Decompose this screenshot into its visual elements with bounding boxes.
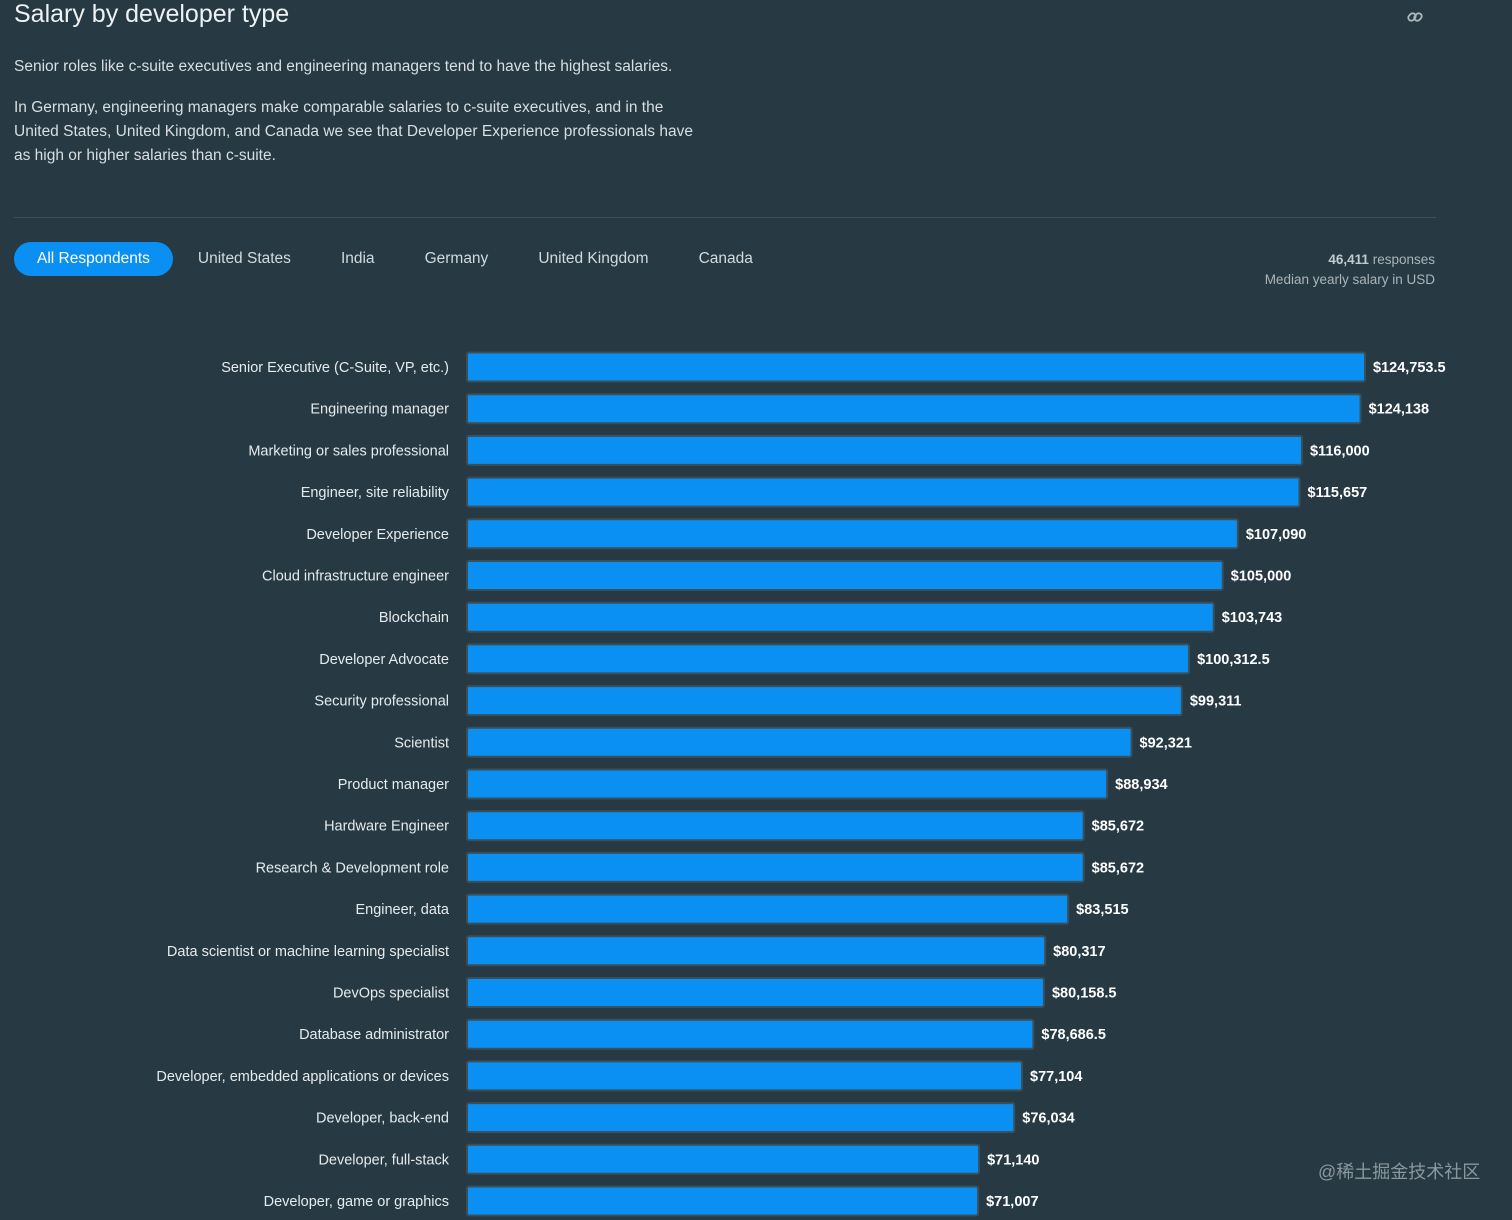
value-label: $76,034 [1022,1111,1074,1127]
intro-paragraph: Senior roles like c-suite executives and… [14,58,673,75]
link-icon-graphic [1407,12,1423,22]
salary-bar[interactable] [466,1060,1024,1092]
category-label: Marketing or sales professional [248,443,449,459]
category-label: Developer, back-end [316,1111,449,1127]
chart-subtitle: Median yearly salary in USD [1264,272,1435,287]
category-label: Research & Development role [256,860,449,876]
category-label: Product manager [338,777,449,793]
tab-canada[interactable]: Canada [698,250,753,267]
category-label: Scientist [394,735,449,751]
value-label: $124,753.5 [1373,360,1446,376]
value-label: $116,000 [1310,443,1370,459]
category-label: Hardware Engineer [324,819,449,835]
value-label: $100,312.5 [1197,652,1270,668]
category-label: Engineering manager [310,402,449,418]
salary-bar[interactable] [466,560,1224,591]
value-label: $105,000 [1231,569,1291,585]
value-label: $103,743 [1222,610,1282,626]
value-label: $115,657 [1308,485,1368,501]
salary-bar[interactable] [466,977,1045,1008]
value-label: $85,672 [1092,860,1144,876]
value-label: $88,934 [1115,777,1167,793]
chart-meta: 46,411 responses Median yearly salary in… [1265,250,1435,290]
category-label: Blockchain [379,610,449,626]
value-label: $83,515 [1076,902,1128,918]
value-label: $78,686.5 [1041,1027,1106,1043]
detail-paragraph: In Germany, engineering managers make co… [14,99,693,164]
salary-bar[interactable] [466,1143,981,1175]
responses-count: 46,411 [1328,252,1369,267]
value-label: $71,140 [987,1152,1039,1168]
value-label: $107,090 [1246,527,1306,543]
salary-bar[interactable] [466,726,1133,758]
category-label: Security professional [314,694,449,710]
salary-bar[interactable] [466,893,1070,925]
category-label: Cloud infrastructure engineer [262,569,449,585]
salary-bar[interactable] [466,1018,1035,1050]
tab-germany[interactable]: Germany [424,250,489,267]
divider [14,217,1436,218]
tab-united-states[interactable]: United States [197,250,291,267]
category-label: Developer Experience [306,527,449,543]
category-label: Developer, game or graphics [264,1194,449,1210]
salary-bar[interactable] [466,810,1085,842]
salary-bar[interactable] [466,1102,1016,1134]
category-label: Developer, full-stack [318,1152,449,1168]
page-title: Salary by developer type [14,0,290,28]
salary-bar[interactable] [466,434,1303,466]
category-label: DevOps specialist [333,986,449,1002]
value-label: $71,007 [986,1194,1038,1210]
value-label: $85,672 [1092,819,1144,835]
value-label: $99,311 [1190,694,1242,710]
country-tabs: All Respondents United States India Germ… [14,242,778,276]
salary-bar[interactable] [466,1185,980,1217]
value-label: $77,104 [1030,1069,1082,1085]
category-label: Engineer, data [355,902,449,918]
watermark: @稀土掘金技术社区 [1318,1162,1481,1182]
tab-all-respondents[interactable]: All Respondents [14,242,173,276]
responses-label: responses [1372,252,1435,267]
salary-bar[interactable] [466,351,1366,383]
category-label: Data scientist or machine learning speci… [167,944,449,960]
salary-bar[interactable] [466,393,1362,425]
salary-bar[interactable] [466,685,1183,717]
category-label: Engineer, site reliability [301,485,450,501]
tab-india[interactable]: India [340,250,375,267]
salary-bar[interactable] [466,851,1085,883]
salary-bar[interactable] [466,643,1191,675]
salary-bar[interactable] [466,476,1301,508]
value-label: $124,138 [1369,402,1429,418]
salary-bar[interactable] [466,935,1047,967]
salary-bar-chart: Senior Executive (C-Suite, VP, etc.) $124… [156,351,1446,1217]
value-label: $92,321 [1140,735,1192,751]
value-label: $80,317 [1053,944,1105,960]
category-label: Senior Executive (C-Suite, VP, etc.) [221,360,449,376]
salary-bar[interactable] [466,768,1109,800]
value-label: $80,158.5 [1052,986,1117,1002]
responses-line: 46,411 responses [1265,250,1435,270]
salary-bar[interactable] [466,518,1239,550]
salary-bar[interactable] [466,601,1215,633]
category-label: Developer Advocate [319,652,449,668]
tab-united-kingdom[interactable]: United Kingdom [538,250,649,267]
category-label: Developer, embedded applications or devi… [156,1069,449,1085]
category-label: Database administrator [299,1027,449,1043]
link-icon[interactable] [1404,6,1426,28]
